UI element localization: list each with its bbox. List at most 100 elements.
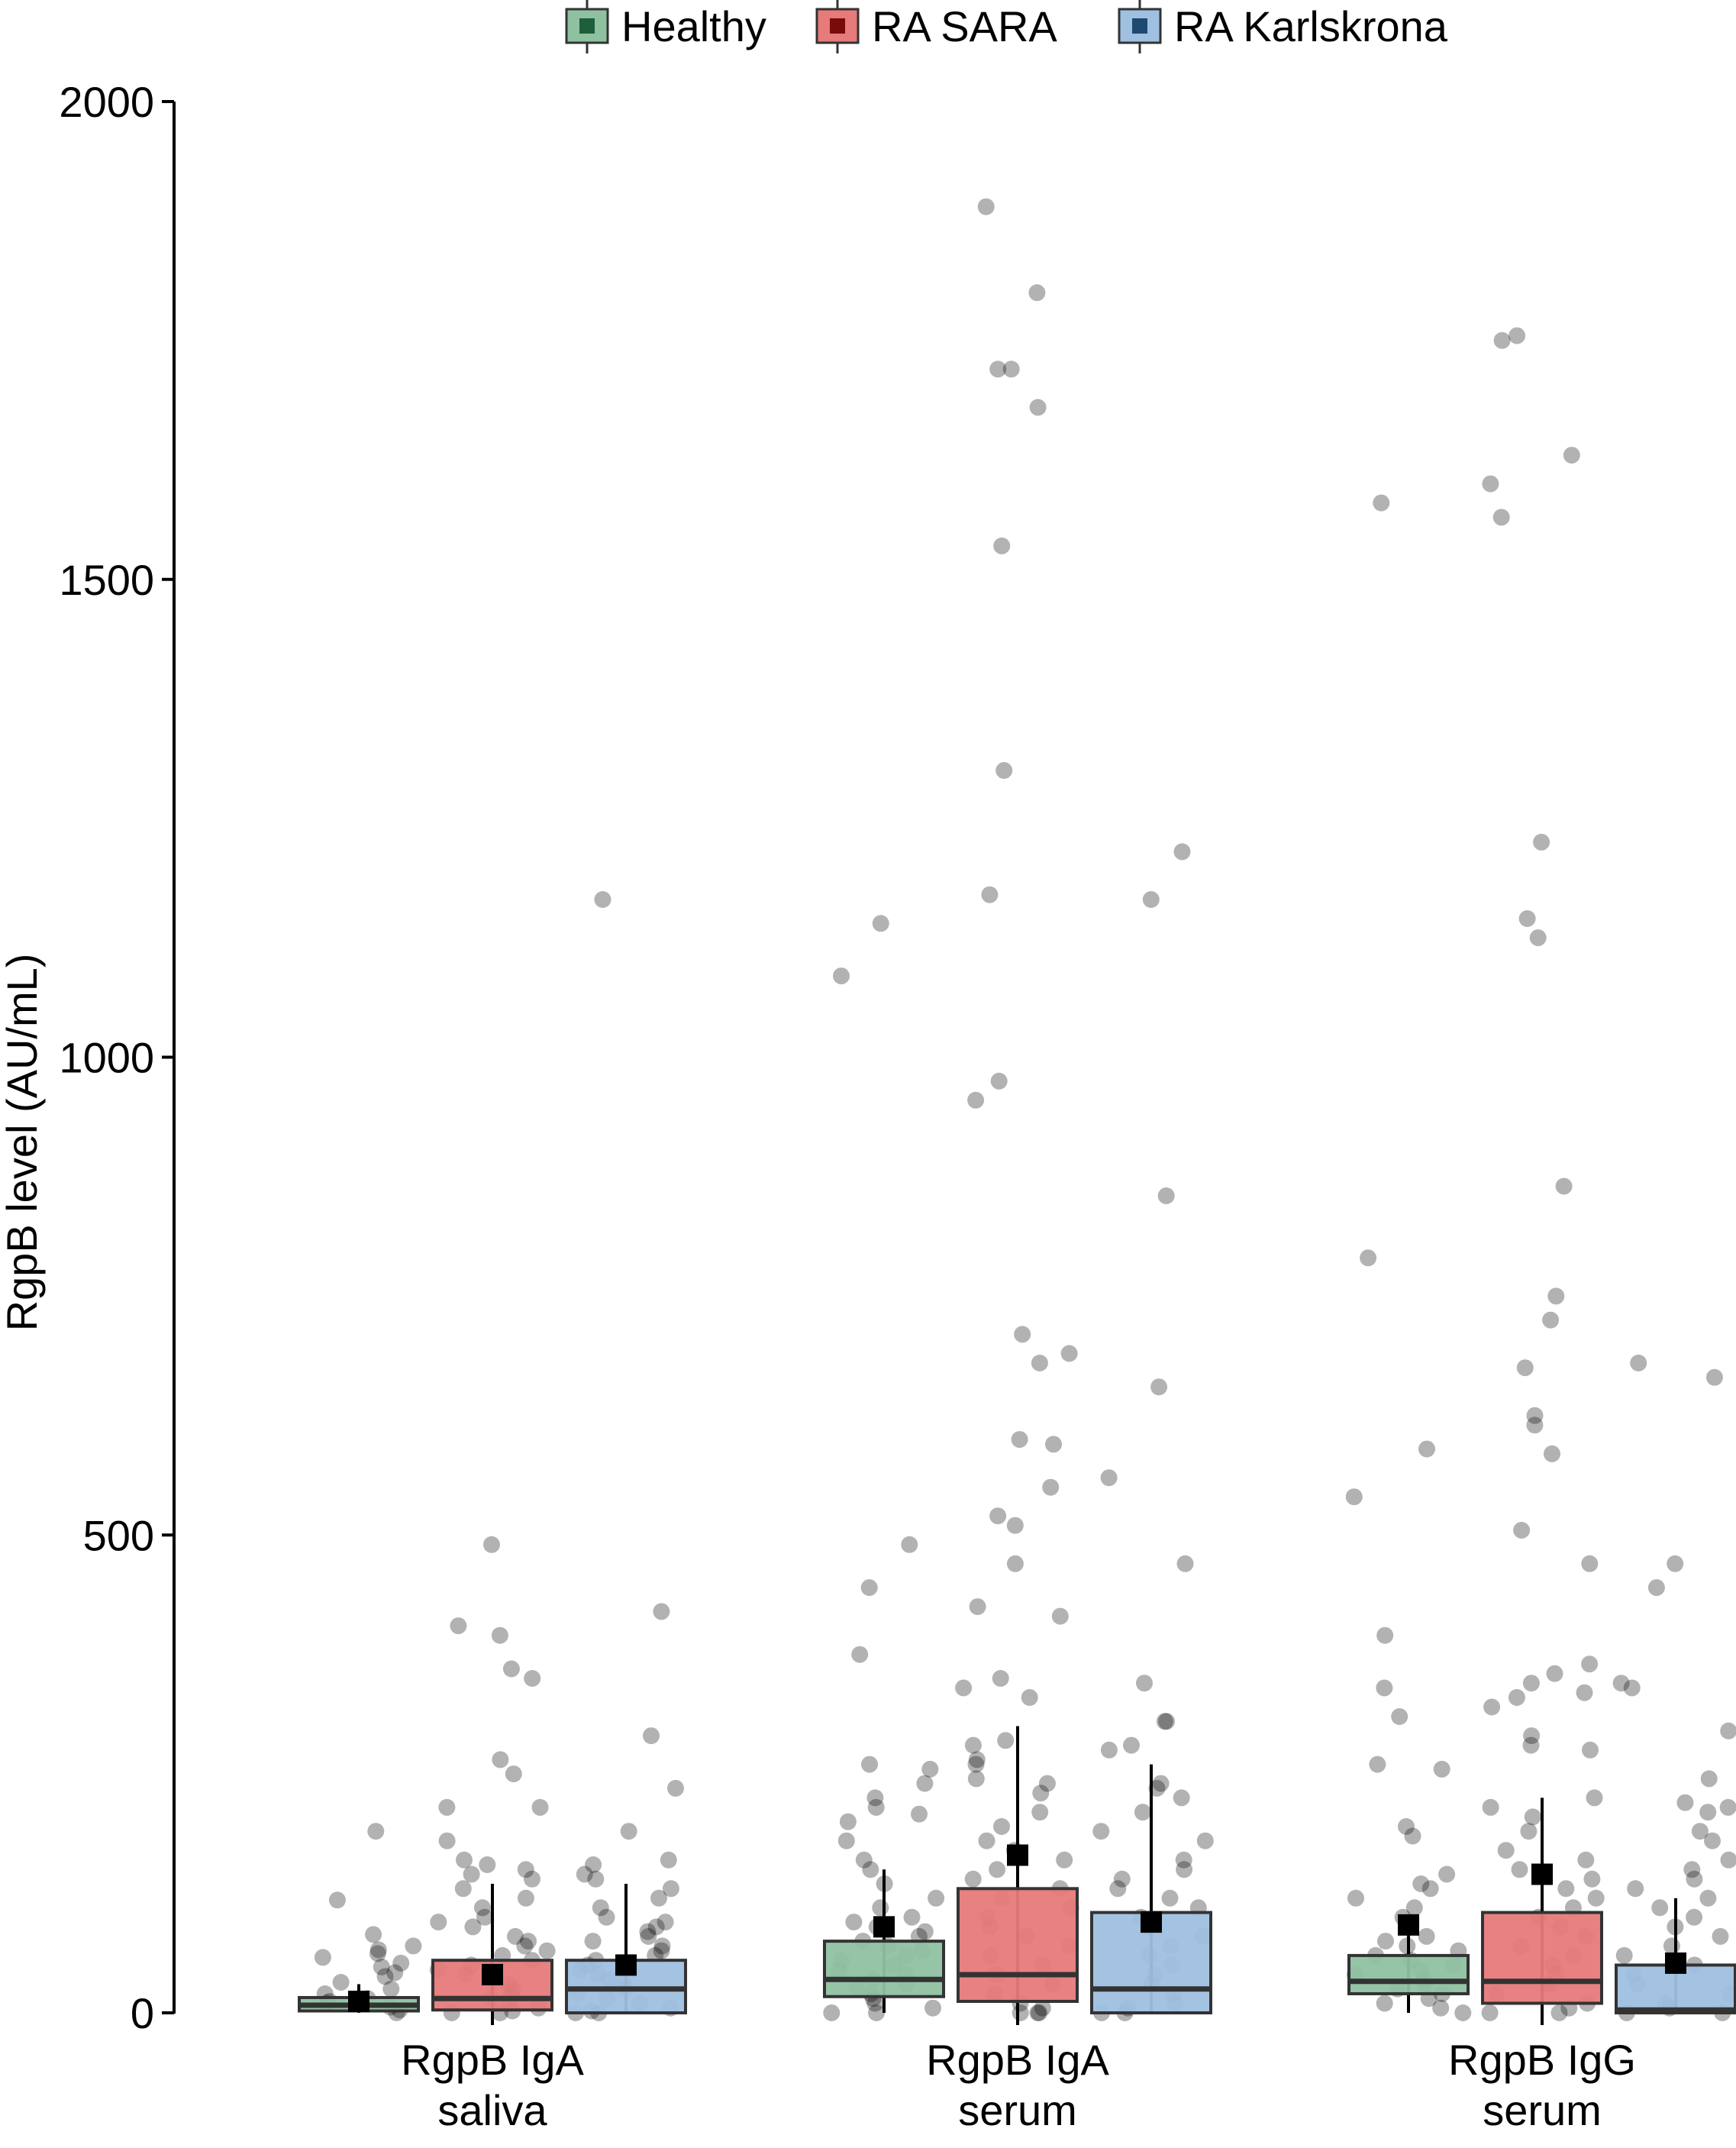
- box-1-2: [1481, 1798, 1603, 2013]
- data-point: [967, 1770, 985, 1788]
- legend-key-marker: [1132, 18, 1147, 34]
- data-point: [1042, 1478, 1060, 1496]
- data-point: [524, 1870, 540, 1888]
- data-point: [1060, 1345, 1078, 1362]
- data-point: [1100, 1741, 1118, 1759]
- data-point: [1038, 1775, 1056, 1792]
- data-point: [1051, 1607, 1069, 1625]
- data-point: [314, 1949, 331, 1966]
- data-point: [1100, 1469, 1118, 1487]
- data-point: [1109, 1880, 1127, 1898]
- data-point: [1667, 1555, 1684, 1572]
- data-point: [1056, 1851, 1073, 1869]
- data-point: [594, 891, 611, 908]
- data-point: [1720, 1722, 1736, 1739]
- data-point: [576, 1865, 593, 1883]
- data-point: [1405, 1899, 1423, 1917]
- data-point: [1175, 1851, 1192, 1869]
- y-tick-label: 2000: [59, 78, 154, 126]
- box-1-0: [431, 1884, 553, 2013]
- data-point: [657, 1914, 674, 1931]
- data-point: [405, 1937, 422, 1955]
- data-point: [1156, 1713, 1173, 1730]
- data-point: [1483, 1698, 1501, 1716]
- data-point: [369, 1945, 386, 1962]
- data-point: [1404, 1827, 1421, 1845]
- data-point: [1542, 1311, 1560, 1329]
- data-point: [990, 1072, 1008, 1090]
- data-point: [1176, 1861, 1193, 1878]
- data-point: [1418, 1927, 1435, 1945]
- box-2-2: [1615, 1898, 1736, 2015]
- data-point: [861, 1756, 878, 1773]
- data-point: [921, 1760, 939, 1778]
- data-point: [968, 1751, 986, 1768]
- data-point: [653, 1937, 671, 1955]
- mean-marker: [1141, 1911, 1162, 1933]
- data-point: [1492, 509, 1510, 526]
- data-point: [1497, 1842, 1515, 1859]
- data-point: [845, 1914, 863, 1931]
- data-point: [438, 1832, 456, 1849]
- data-point: [598, 1908, 615, 1926]
- legend-item: Healthy: [565, 0, 766, 53]
- data-point: [1544, 1445, 1560, 1462]
- data-point: [916, 1923, 934, 1940]
- data-point: [592, 1899, 609, 1917]
- data-point: [967, 1091, 985, 1109]
- data-point: [1612, 1675, 1630, 1692]
- data-point: [903, 1908, 921, 1926]
- data-point: [1376, 1626, 1394, 1644]
- data-point: [476, 1908, 493, 1926]
- data-point: [1158, 1713, 1176, 1730]
- x-tick-label: RgpB IgA: [926, 2036, 1109, 2084]
- data-point: [1432, 1999, 1450, 2017]
- data-point: [450, 1617, 467, 1635]
- data-point: [505, 1765, 522, 1783]
- data-point: [620, 1823, 637, 1840]
- legend-key-marker: [830, 18, 845, 34]
- y-axis-title: RgpB level (AU/mL): [0, 954, 46, 1332]
- data-point: [369, 1941, 387, 1959]
- data-point: [653, 1942, 670, 1959]
- data-point: [1136, 1675, 1153, 1692]
- data-point: [1006, 1555, 1024, 1572]
- data-point: [1412, 1875, 1430, 1892]
- data-point: [1522, 1675, 1540, 1692]
- data-point: [1583, 1870, 1601, 1888]
- data-point: [1547, 1287, 1565, 1305]
- data-point: [1511, 1861, 1528, 1878]
- boxes-layer: [298, 1726, 1736, 2015]
- data-point: [867, 1798, 885, 1816]
- data-point: [1647, 1579, 1665, 1597]
- data-point: [531, 1798, 549, 1816]
- data-point: [454, 1880, 472, 1898]
- data-point: [502, 1660, 520, 1678]
- data-point: [964, 1736, 982, 1754]
- data-point: [1524, 1808, 1541, 1826]
- data-point: [538, 1942, 556, 1959]
- data-point: [1391, 1708, 1408, 1725]
- data-point: [507, 1927, 524, 1945]
- legend-item: RA SARA: [815, 0, 1057, 53]
- box-0-0: [298, 1984, 420, 2013]
- legend: Healthy RA SARA RA Karlskrona: [565, 0, 1448, 53]
- data-point: [851, 1646, 869, 1663]
- data-point: [1045, 1436, 1062, 1453]
- data-point: [640, 1927, 657, 1945]
- data-point: [1433, 1760, 1450, 1778]
- data-point: [1123, 1736, 1140, 1754]
- data-point: [392, 1954, 410, 1972]
- data-point: [1002, 360, 1020, 378]
- data-point: [473, 1899, 491, 1917]
- data-point: [1196, 1832, 1214, 1849]
- data-point: [928, 1889, 945, 1907]
- data-point: [1651, 1899, 1669, 1917]
- data-point: [1699, 1889, 1717, 1907]
- data-point: [479, 1856, 496, 1873]
- data-point: [456, 1851, 473, 1869]
- data-point: [1699, 1804, 1717, 1821]
- data-point: [643, 1727, 660, 1745]
- box-0-1: [823, 1869, 945, 2013]
- data-point: [517, 1861, 534, 1878]
